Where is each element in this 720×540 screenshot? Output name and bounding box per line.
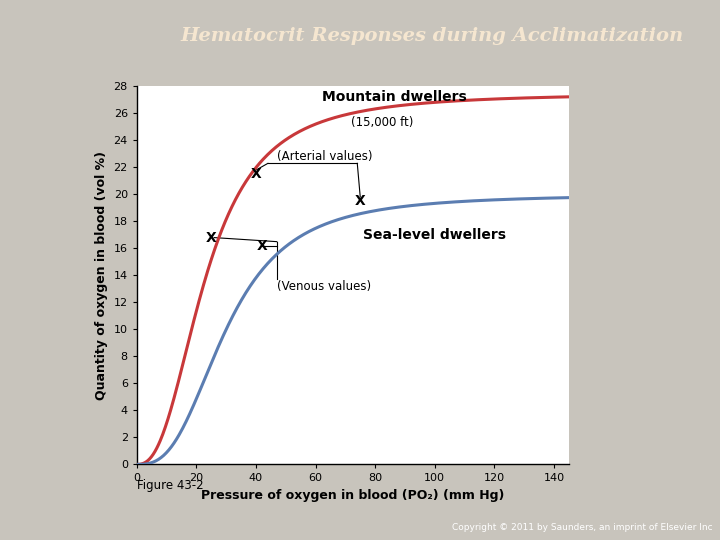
Text: Figure 43-2: Figure 43-2 <box>137 480 204 492</box>
Text: Sea-level dwellers: Sea-level dwellers <box>363 228 506 242</box>
Text: (Arterial values): (Arterial values) <box>276 150 372 163</box>
X-axis label: Pressure of oxygen in blood (PO₂) (mm Hg): Pressure of oxygen in blood (PO₂) (mm Hg… <box>201 489 505 502</box>
Text: X: X <box>251 167 261 181</box>
Text: Copyright © 2011 by Saunders, an imprint of Elsevier Inc: Copyright © 2011 by Saunders, an imprint… <box>452 523 713 532</box>
Text: (Venous values): (Venous values) <box>276 280 371 293</box>
Text: X: X <box>355 194 366 208</box>
Text: (15,000 ft): (15,000 ft) <box>351 116 414 130</box>
Text: X: X <box>256 239 267 253</box>
Text: X: X <box>206 231 217 245</box>
Text: Hematocrit Responses during Acclimatization: Hematocrit Responses during Acclimatizat… <box>181 27 684 45</box>
Text: Mountain dwellers: Mountain dwellers <box>322 90 467 104</box>
Y-axis label: Quantity of oxygen in blood (vol %): Quantity of oxygen in blood (vol %) <box>95 151 108 400</box>
